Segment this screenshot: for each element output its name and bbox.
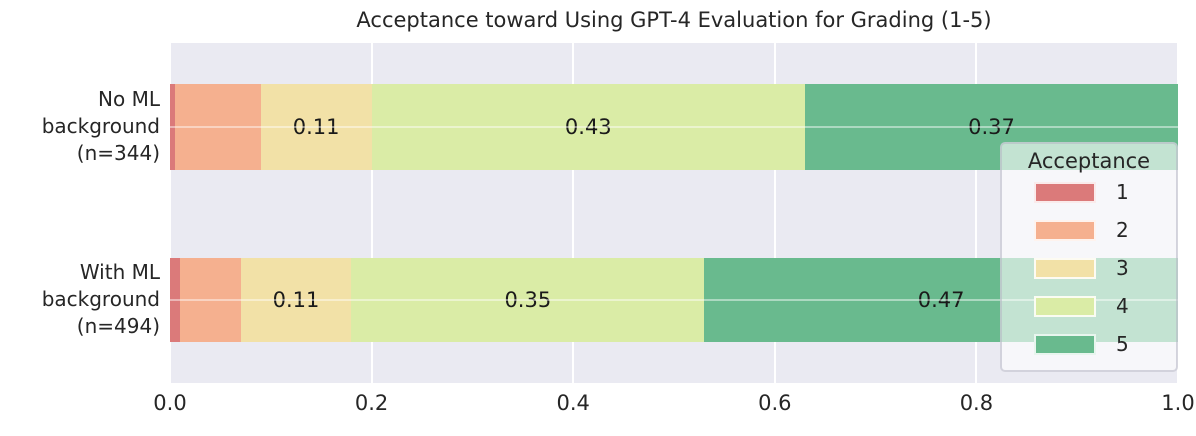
vertical-gridline	[572, 43, 575, 383]
y-axis-label: No ML background (n=344)	[0, 86, 160, 167]
chart-title: Acceptance toward Using GPT-4 Evaluation…	[356, 8, 992, 32]
bar-value-label: 0.35	[504, 288, 552, 312]
x-tick-label: 0.2	[354, 391, 389, 415]
bar-segment: 0.35	[351, 258, 705, 342]
legend-item-label: 3	[1116, 256, 1129, 280]
legend-swatch	[1034, 333, 1096, 355]
legend-swatch	[1034, 257, 1096, 279]
horizontal-gridline	[170, 299, 1178, 301]
bar-segment	[170, 84, 176, 170]
bar-value-label: 0.37	[968, 115, 1015, 139]
bar-value-label: 0.47	[917, 288, 965, 312]
legend-item: 5	[1002, 325, 1176, 363]
bar-segment	[170, 258, 181, 342]
vertical-gridline	[370, 43, 373, 383]
legend-title: Acceptance	[1027, 149, 1151, 173]
bar-segment: 0.11	[240, 258, 352, 342]
y-axis-label: With ML background (n=494)	[0, 259, 160, 340]
legend-item: 2	[1002, 211, 1176, 249]
legend-swatch	[1034, 181, 1096, 203]
legend-item: 4	[1002, 287, 1176, 325]
x-tick-label: 0.8	[959, 391, 994, 415]
legend-item-label: 4	[1116, 294, 1129, 318]
bar-segment: 0.43	[371, 84, 806, 170]
bar-value-label: 0.43	[564, 115, 612, 139]
bar-segment	[175, 84, 261, 170]
legend-items: 1 2 3 4 5	[1002, 173, 1176, 363]
legend-item: 1	[1002, 173, 1176, 211]
horizontal-gridline	[170, 126, 1178, 128]
vertical-gridline	[773, 43, 776, 383]
bar-value-label: 0.11	[272, 288, 320, 312]
x-tick-label: 0.4	[556, 391, 590, 415]
vertical-gridline	[169, 43, 171, 383]
y-axis-label-line: (n=344)	[76, 140, 160, 165]
legend-swatch	[1034, 219, 1096, 241]
legend-item-label: 2	[1116, 218, 1129, 242]
y-axis-label-line: No ML	[98, 86, 160, 111]
x-tick-label: 0.0	[153, 391, 187, 415]
y-axis-label-line: background	[41, 113, 160, 138]
x-tick-label: 0.6	[758, 391, 792, 415]
legend: Acceptance 1 2 3 4 5	[1000, 142, 1178, 372]
legend-item-label: 5	[1116, 332, 1129, 356]
y-axis-label-line: background	[41, 286, 160, 311]
vertical-gridline	[975, 43, 978, 383]
bar-segment	[180, 258, 241, 342]
x-tick-label: 1.0	[1161, 391, 1195, 415]
bar-segment: 0.11	[260, 84, 372, 170]
legend-item: 3	[1002, 249, 1176, 287]
legend-item-label: 1	[1116, 180, 1129, 204]
legend-swatch	[1034, 295, 1096, 317]
vertical-gridline	[1177, 43, 1179, 383]
y-axis-label-line: With ML	[79, 259, 160, 284]
bar-value-label: 0.11	[292, 115, 340, 139]
y-axis-label-line: (n=494)	[76, 313, 160, 338]
